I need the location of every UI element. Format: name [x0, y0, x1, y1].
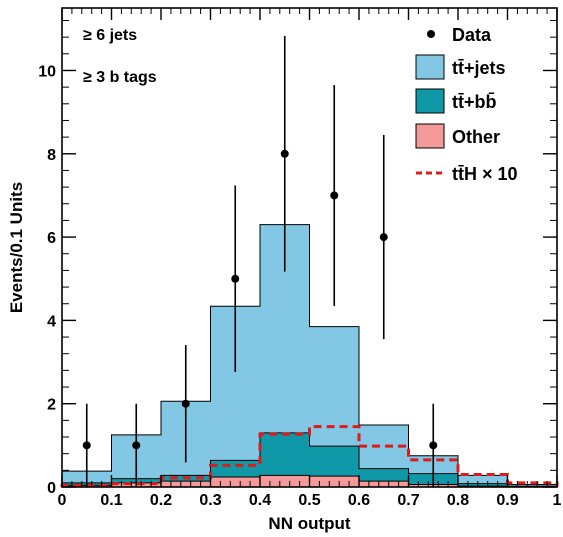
x-tick-label-9: 0.9: [496, 492, 518, 509]
legend-label-ttjets: tt̄+jets: [452, 58, 506, 78]
line-tth: [60, 425, 559, 487]
x-tick-label-1: 0.1: [100, 492, 122, 509]
data-point-2: [181, 399, 190, 408]
legend-label-ttbb: tt̄+bb̄: [452, 92, 497, 112]
x-tick-label-2: 0.2: [150, 492, 172, 509]
bar-other-bin-6: [359, 481, 409, 487]
legend-swatch-ttbb: [415, 88, 445, 114]
y-tick-label-5: 10: [38, 63, 56, 80]
axes: NN output Events/0.1 Units 0 0.1 0.2 0.3 0.4…: [7, 7, 562, 533]
x-tick-label-5: 0.5: [298, 492, 320, 509]
x-tick-label-0: 0: [58, 492, 67, 509]
x-tick-label-8: 0.8: [447, 492, 469, 509]
annotations: ≥ 6 jets ≥ 3 b tags: [83, 27, 157, 86]
y-tick-label-0: 0: [47, 480, 56, 497]
x-tick-label-3: 0.3: [199, 492, 221, 509]
bar-other-bin-5: [309, 476, 359, 487]
legend-label-other: Other: [452, 127, 500, 147]
x-tick-label-4: 0.4: [249, 492, 271, 509]
annotation-jets: ≥ 6 jets: [83, 27, 137, 44]
bar-other-bin-2: [161, 481, 211, 487]
data-point-1: [132, 441, 141, 450]
plot-area: [60, 35, 559, 488]
data-point-7: [429, 441, 438, 450]
data-point-5: [330, 191, 339, 200]
bar-other-bin-4: [260, 475, 310, 487]
bar-other-bin-3: [210, 477, 260, 487]
y-tick-label-1: 2: [47, 397, 56, 414]
y-axis-title: Events/0.1 Units: [7, 182, 26, 313]
legend-label-data: Data: [452, 25, 492, 45]
bar-ttjets-bin-8: [458, 475, 508, 487]
legend-swatch-other: [415, 123, 445, 149]
data-point-3: [231, 274, 240, 283]
legend-swatch-ttjets: [415, 54, 445, 80]
annotation-btags: ≥ 3 b tags: [83, 69, 157, 86]
x-tick-label-10: 1: [553, 492, 562, 509]
x-tick-label-7: 0.7: [397, 492, 419, 509]
legend: Data tt̄+jets tt̄+bb̄ Other tt̄H × 10: [415, 25, 518, 184]
x-tick-label-6: 0.6: [348, 492, 370, 509]
bar-ttbb-bin-8: [458, 483, 508, 487]
data-point-4: [280, 149, 289, 158]
x-axis-title: NN output: [268, 514, 350, 533]
legend-label-tth: tt̄H × 10: [452, 164, 518, 184]
legend-marker-data: [427, 30, 435, 38]
y-tick-label-3: 6: [47, 230, 56, 247]
data-point-6: [379, 233, 388, 242]
data-point-0: [82, 441, 91, 450]
y-tick-label-4: 8: [47, 147, 56, 164]
y-tick-label-2: 4: [47, 313, 56, 330]
